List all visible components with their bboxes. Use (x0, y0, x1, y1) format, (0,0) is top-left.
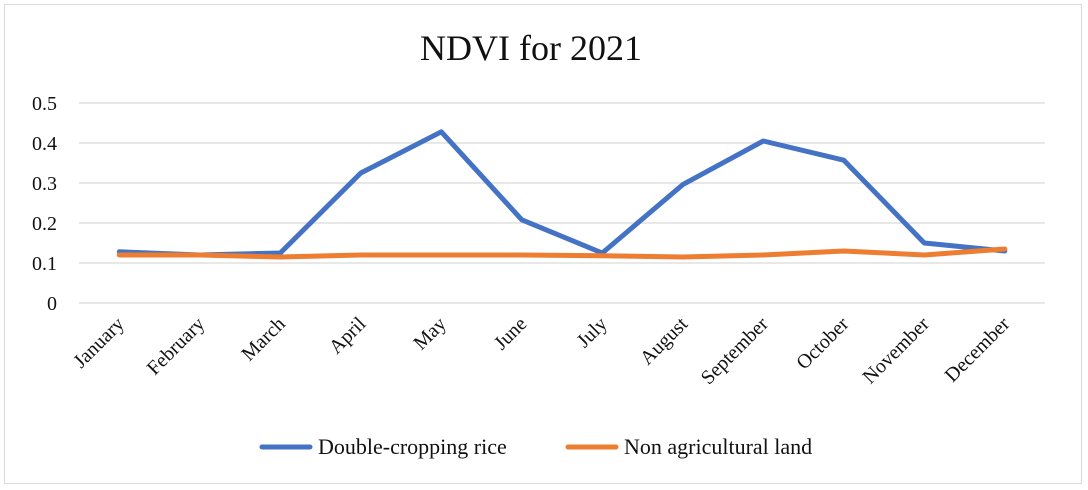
y-tick-label: 0.4 (32, 133, 57, 155)
y-axis-tick-labels: 0 0.1 0.2 0.3 0.4 0.5 (32, 93, 57, 315)
legend: Double-cropping rice Non agricultural lan… (259, 434, 812, 459)
y-tick-label: 0.1 (32, 253, 57, 275)
series-lines (116, 129, 1008, 260)
y-tick-label: 0.3 (32, 173, 57, 195)
chart-frame (4, 4, 1082, 484)
x-tick-label: January (69, 313, 129, 373)
x-tick-label: July (573, 313, 612, 352)
y-tick-label: 0.5 (32, 93, 57, 115)
legend-label: Non agricultural land (624, 434, 812, 459)
y-tick-label: 0.2 (32, 213, 57, 235)
x-tick-label: May (409, 313, 450, 354)
x-tick-label: October (792, 313, 853, 374)
x-tick-label: November (859, 313, 934, 388)
x-tick-label: June (490, 313, 532, 355)
x-tick-label: December (941, 313, 1015, 387)
series-line-1 (116, 129, 1008, 258)
x-tick-label: March (237, 313, 289, 365)
series-line-2 (116, 246, 1008, 260)
gridlines (79, 102, 1045, 304)
x-tick-label: September (697, 313, 773, 389)
x-tick-label: August (636, 313, 693, 370)
y-tick-label: 0 (47, 293, 57, 315)
legend-label: Double-cropping rice (318, 434, 507, 459)
chart-title: NDVI for 2021 (420, 28, 642, 68)
x-tick-label: April (325, 313, 371, 359)
x-axis-tick-labels: January February March April May June July Augu… (69, 313, 1014, 389)
x-tick-label: February (143, 313, 210, 380)
